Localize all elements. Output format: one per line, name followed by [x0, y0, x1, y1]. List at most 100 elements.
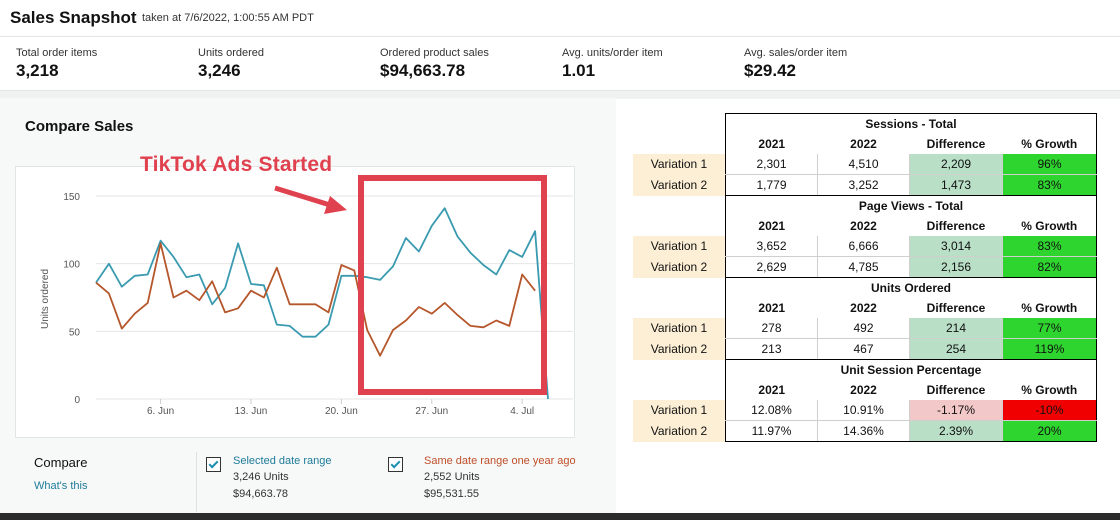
x-tick-label: 20. Jun	[325, 406, 358, 417]
metric-value: 3,246	[198, 61, 241, 80]
cell-y2021: 3,652	[725, 236, 818, 257]
cell-diff: -1.17%	[909, 400, 1003, 421]
snapshot-timestamp: taken at 7/6/2022, 1:00:55 AM PDT	[142, 12, 314, 24]
table-row: Variation 2 1,779 3,252 1,473 83%	[633, 174, 1097, 196]
column-header: % Growth	[1002, 216, 1097, 236]
blank-cell	[633, 114, 726, 135]
metric-label: Total order items	[16, 47, 98, 59]
variation-label: Variation 1	[633, 400, 726, 421]
cell-y2022: 6,666	[817, 236, 910, 257]
y-tick-label: 0	[74, 395, 80, 406]
x-tick-label: 6. Jun	[147, 406, 174, 417]
column-header: 2022	[850, 219, 877, 233]
blank-cell	[633, 380, 726, 400]
y-tick-label: 50	[69, 327, 81, 338]
cell-diff: 3,014	[909, 236, 1003, 257]
cell-y2022: 492	[817, 318, 910, 339]
metric-avg-sales-per-order: Avg. sales/order item $29.42	[744, 47, 847, 81]
variation-label: Variation 2	[633, 256, 726, 278]
whats-this-link[interactable]: What's this	[34, 480, 88, 492]
cell-y2022: 4,785	[817, 256, 910, 278]
comparison-table: Sessions - Total 2021 2022 Difference% Grow…	[633, 113, 1097, 442]
selected-range-sales: $94,663.78	[233, 488, 289, 500]
table-row: Variation 1 278 492 214 77%	[633, 318, 1097, 339]
column-header: Difference	[926, 219, 986, 233]
column-header: % Growth	[1002, 134, 1097, 154]
last-year-range-sales: $95,531.55	[424, 488, 480, 500]
variation-label: Variation 2	[633, 338, 726, 360]
last-year-range-title: Same date range one year ago	[424, 455, 576, 467]
section-title: Units Ordered	[725, 277, 1097, 298]
cell-y2022: 10.91%	[817, 400, 910, 421]
selected-range-units: 3,246 Units	[233, 471, 289, 483]
section-title-row: Sessions - Total	[633, 113, 1097, 135]
column-header: Difference	[926, 301, 986, 315]
column-header: 2021	[725, 298, 818, 318]
cell-y2021: 11.97%	[725, 420, 818, 442]
footer-divider	[196, 452, 197, 512]
cell-y2022: 467	[817, 338, 910, 360]
cell-diff: 2,156	[909, 256, 1003, 278]
blank-cell	[633, 216, 726, 236]
last-year-range-units: 2,552 Units	[424, 471, 480, 483]
chart-container: 0 50 100 150 6. Jun 13. Jun 20. Jun 27. Jun 4. J…	[15, 166, 575, 438]
cell-diff: 2,209	[909, 154, 1003, 175]
cell-y2022: 4,510	[817, 154, 910, 175]
metric-label: Units ordered	[198, 47, 265, 59]
cell-y2021: 12.08%	[725, 400, 818, 421]
compare-sales-title: Compare Sales	[25, 118, 134, 135]
column-header: 2022	[850, 137, 877, 151]
section-title: Unit Session Percentage	[725, 359, 1097, 380]
column-header-row: 2021 2022 Difference % Growth	[633, 216, 1097, 236]
column-header-row: 2021 2022 Difference % Growth	[633, 298, 1097, 318]
cell-growth: 83%	[1002, 174, 1097, 196]
cell-y2021: 2,301	[725, 154, 818, 175]
blank-cell	[633, 196, 726, 217]
column-header: Difference	[926, 383, 986, 397]
cell-growth: -10%	[1002, 400, 1097, 421]
blank-cell	[633, 360, 726, 381]
cell-y2021: 213	[725, 338, 818, 360]
column-header-row: 2021 2022 Difference % Growth	[633, 134, 1097, 154]
metric-label: Avg. sales/order item	[744, 47, 848, 59]
column-header: 2021	[725, 216, 818, 236]
column-header-row: 2021 2022 Difference % Growth	[633, 380, 1097, 400]
cell-y2021: 1,779	[725, 174, 818, 196]
page-title: Sales Snapshot	[10, 8, 137, 27]
column-header: 2022	[850, 301, 877, 315]
x-tick-label: 27. Jun	[415, 406, 448, 417]
units-ordered-chart: 0 50 100 150 6. Jun 13. Jun 20. Jun 27. Jun 4. J…	[40, 192, 573, 417]
blank-cell	[633, 134, 726, 154]
metric-avg-units-per-order: Avg. units/order item 1.01	[562, 47, 663, 81]
cell-y2022: 14.36%	[817, 420, 910, 442]
section-title-row: Units Ordered	[633, 277, 1097, 298]
metric-total-order-items: Total order items 3,218	[16, 47, 97, 81]
variation-label: Variation 1	[633, 318, 726, 339]
variation-label: Variation 2	[633, 420, 726, 442]
column-header: 2021	[725, 380, 818, 400]
cell-growth: 82%	[1002, 256, 1097, 278]
compare-label: Compare	[34, 455, 88, 470]
y-tick-label: 150	[63, 192, 80, 203]
selected-range-title: Selected date range	[233, 455, 332, 467]
y-axis-label: Units ordered	[40, 269, 51, 329]
variation-label: Variation 2	[633, 174, 726, 196]
cell-growth: 20%	[1002, 420, 1097, 442]
cell-y2021: 2,629	[725, 256, 818, 278]
table-row: Variation 1 3,652 6,666 3,014 83%	[633, 236, 1097, 257]
column-header: 2021	[725, 134, 818, 154]
column-header: 2022	[850, 383, 877, 397]
cell-y2022: 3,252	[817, 174, 910, 196]
variation-label: Variation 1	[633, 154, 726, 175]
section-title: Sessions - Total	[725, 113, 1097, 134]
table-row: Variation 2 11.97% 14.36% 2.39% 20%	[633, 420, 1097, 442]
selected-range-checkbox[interactable]	[206, 457, 221, 472]
table-row: Variation 1 2,301 4,510 2,209 96%	[633, 154, 1097, 175]
cell-growth: 77%	[1002, 318, 1097, 339]
table-row: Variation 2 2,629 4,785 2,156 82%	[633, 256, 1097, 278]
bottom-bar	[0, 513, 1120, 520]
page-header: Sales Snapshot taken at 7/6/2022, 1:00:5…	[0, 0, 1120, 37]
x-tick-label: 4. Jul	[510, 406, 534, 417]
blank-cell	[633, 298, 726, 318]
last-year-checkbox[interactable]	[388, 457, 403, 472]
